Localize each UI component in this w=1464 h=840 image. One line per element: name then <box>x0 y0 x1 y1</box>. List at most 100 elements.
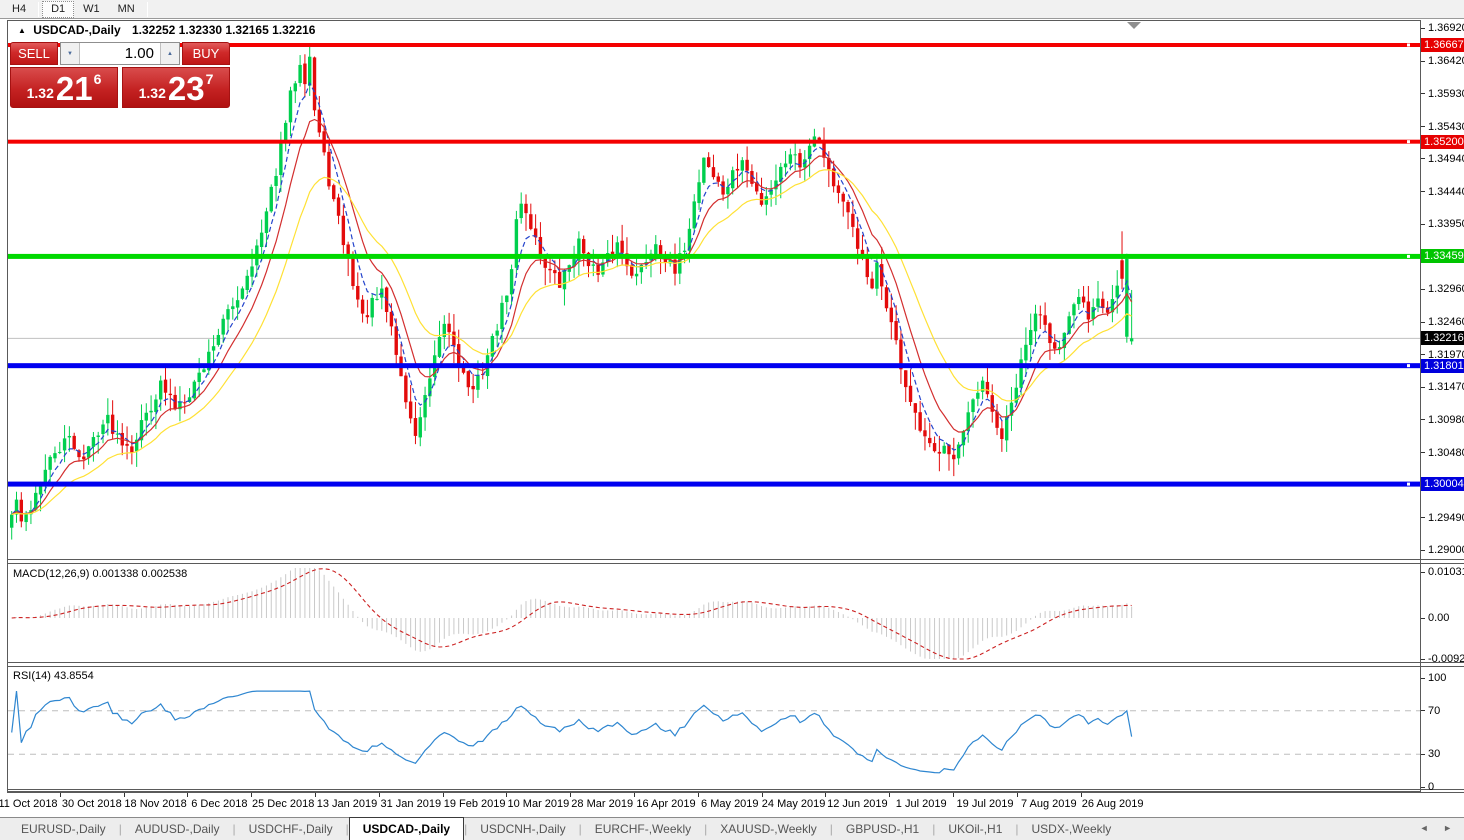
date-axis-label: 18 Nov 2018 <box>124 798 187 810</box>
timeframe-toolbar: H4 D1 W1 MN <box>0 0 1464 19</box>
price-axis-tick <box>1421 61 1425 62</box>
volume-increase-button[interactable]: ▲ <box>160 43 179 64</box>
chart-tab-eurchf-weekly[interactable]: EURCHF-,Weekly <box>594 822 692 836</box>
current-price-badge: 1.32216 <box>1421 331 1464 345</box>
symbol-period-label: USDCAD-,Daily <box>33 23 121 37</box>
date-axis-label: 19 Feb 2019 <box>443 798 506 810</box>
macd-axis-tick <box>1421 618 1425 619</box>
buy-price-point: 7 <box>205 71 214 87</box>
timeframe-h4-button[interactable]: H4 <box>3 1 35 18</box>
date-axis-tick <box>1016 793 1018 797</box>
date-axis-tick <box>570 793 572 797</box>
date-axis-tick <box>251 793 253 797</box>
chart-tab-usdcad-daily[interactable]: USDCAD-,Daily <box>348 817 465 840</box>
date-axis-tick <box>506 793 508 797</box>
tab-scroll-arrows[interactable]: ◄ ► <box>1419 823 1458 833</box>
chart-title: ▲ USDCAD-,Daily 1.32252 1.32330 1.32165 … <box>18 23 315 37</box>
chart-tabs-bar: EURUSD-,Daily | AUDUSD-,Daily | USDCHF-,Dail… <box>0 817 1464 840</box>
date-axis-tick <box>697 793 699 797</box>
date-axis-label: 1 Jul 2019 <box>895 798 947 810</box>
sell-price-pips: 21 <box>55 70 93 107</box>
hline-1.35200 <box>8 139 1420 144</box>
tab-separator: | <box>1015 822 1019 836</box>
rsi-axis-label: 30 <box>1428 748 1441 760</box>
timeframe-w1-button[interactable]: W1 <box>74 1 109 18</box>
date-axis[interactable]: 11 Oct 2018 30 Oct 2018 18 Nov 2018 6 Dec 2… <box>0 792 1464 817</box>
price-axis-label: 1.32460 <box>1428 316 1464 328</box>
tab-separator: | <box>578 822 582 836</box>
pane-separator <box>7 563 1464 564</box>
chart-tab-usdchf-daily[interactable]: USDCHF-,Daily <box>248 822 333 836</box>
price-level-badge: 1.33459 <box>1421 249 1464 263</box>
chart-tab-ukoil-h1[interactable]: UKOil-,H1 <box>948 822 1003 836</box>
pane-separator[interactable] <box>7 662 1464 663</box>
chart-tab-usdx-weekly[interactable]: USDX-,Weekly <box>1031 822 1112 836</box>
tab-separator: | <box>232 822 236 836</box>
date-axis-label: 11 Oct 2018 <box>0 798 58 810</box>
hline-1.31801 <box>8 363 1420 369</box>
tab-separator: | <box>704 822 708 836</box>
buy-price-display[interactable]: 1.32 23 7 <box>122 67 230 108</box>
date-axis-tick <box>889 793 891 797</box>
sell-price-base: 1.32 <box>26 85 54 101</box>
caret-down-icon: ▼ <box>67 50 73 57</box>
toolbar-separator <box>38 1 40 17</box>
price-axis-tick <box>1421 322 1425 323</box>
macd-axis-label: -0.009203 <box>1428 653 1464 665</box>
macd-indicator-label: MACD(12,26,9) 0.001338 0.002538 <box>13 568 188 580</box>
hline-1.30004 <box>8 481 1420 487</box>
price-axis-tick <box>1421 158 1425 159</box>
volume-spinner: ▼ ▲ <box>60 42 180 65</box>
macd-axis-label: 0.00 <box>1428 612 1450 624</box>
volume-decrease-button[interactable]: ▼ <box>61 43 80 64</box>
chart-tab-usdcnh-daily[interactable]: USDCNH-,Daily <box>480 822 566 836</box>
chart-shift-marker-icon[interactable] <box>1127 22 1141 29</box>
price-axis-tick <box>1421 419 1425 420</box>
macd-axis-tick <box>1421 659 1425 660</box>
chart-tab-xauusd-weekly[interactable]: XAUUSD-,Weekly <box>720 822 817 836</box>
buy-button[interactable]: BUY <box>182 42 230 65</box>
date-axis-tick <box>825 793 827 797</box>
date-axis-tick <box>442 793 444 797</box>
chart-tab-gbpusd-h1[interactable]: GBPUSD-,H1 <box>845 822 920 836</box>
date-axis-tick <box>315 793 316 797</box>
price-axis-tick <box>1421 289 1425 290</box>
price-axis-tick <box>1421 93 1425 94</box>
volume-input[interactable] <box>80 43 160 64</box>
chart-tab-eurusd-daily[interactable]: EURUSD-,Daily <box>21 822 106 836</box>
ma-medium <box>11 118 1133 516</box>
title-arrow-icon: ▲ <box>18 26 26 35</box>
sell-button[interactable]: SELL <box>10 42 58 65</box>
date-axis-tick <box>1080 793 1082 797</box>
buy-price-pips: 23 <box>167 70 205 107</box>
date-axis-label: 16 Apr 2019 <box>636 798 696 810</box>
rsi-line <box>11 690 1133 774</box>
tab-separator: | <box>345 822 349 836</box>
price-axis-tick <box>1421 550 1425 551</box>
rsi-axis-label: 0 <box>1428 781 1435 793</box>
timeframe-mn-button[interactable]: MN <box>109 1 144 18</box>
timeframe-d1-button[interactable]: D1 <box>42 0 75 18</box>
price-axis-label: 1.32960 <box>1428 283 1464 295</box>
pane-separator[interactable] <box>7 559 1464 560</box>
price-axis-label: 1.31970 <box>1428 349 1464 361</box>
date-axis-label: 30 Oct 2018 <box>61 798 122 810</box>
buy-price-base: 1.32 <box>138 85 166 101</box>
macd-signal-line <box>11 568 1132 660</box>
tab-separator: | <box>932 822 936 836</box>
date-axis-label: 24 May 2019 <box>761 798 826 810</box>
sell-price-display[interactable]: 1.32 21 6 <box>10 67 118 108</box>
price-axis-label: 1.29000 <box>1428 544 1464 556</box>
pane-separator <box>7 789 1464 790</box>
date-axis-label: 25 Dec 2018 <box>251 798 315 810</box>
chart-window <box>7 20 1421 792</box>
chart-tab-audusd-daily[interactable]: AUDUSD-,Daily <box>134 822 220 836</box>
date-axis-label: 7 Aug 2019 <box>1020 798 1077 810</box>
date-axis-tick <box>634 793 635 797</box>
date-axis-tick <box>59 793 61 797</box>
price-axis-tick <box>1421 126 1425 127</box>
price-axis-tick <box>1421 517 1425 518</box>
